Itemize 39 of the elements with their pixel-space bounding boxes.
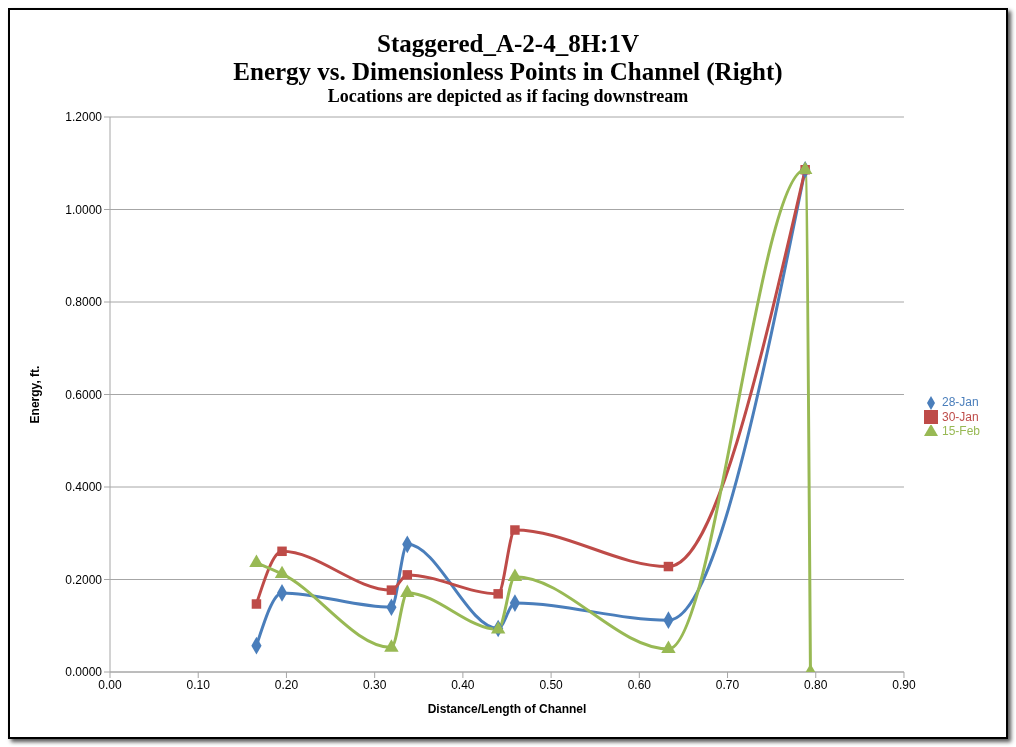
x-tick-label: 0.60 <box>627 677 652 692</box>
y-axis-title: Energy, ft. <box>28 365 43 424</box>
point <box>490 621 506 634</box>
point <box>493 589 503 599</box>
y-tick-label: 0.8000 <box>65 295 103 310</box>
x-tick-label: 0.70 <box>715 677 740 692</box>
y-tick-label: 0.0000 <box>65 665 103 680</box>
x-tick-label: 0.00 <box>98 677 122 692</box>
chart-title: Staggered_A-2-4_8H:1V <box>376 30 640 58</box>
point <box>661 640 676 654</box>
legend-label: 15-Feb <box>941 424 980 439</box>
point <box>510 525 520 535</box>
point <box>402 570 413 580</box>
point <box>400 584 415 598</box>
chart-subtitle: Energy vs. Dimensionless Points in Channel (Right) <box>232 58 784 86</box>
text: Locations are depicted as if facing downstream <box>326 86 690 107</box>
point <box>274 565 290 579</box>
point <box>249 554 264 568</box>
point <box>663 561 674 572</box>
point <box>386 585 397 595</box>
point <box>277 546 287 557</box>
point <box>507 568 523 581</box>
y-tick-label: 0.2000 <box>65 572 103 587</box>
x-tick-label: 0.90 <box>892 677 916 692</box>
y-tick-label: 0.4000 <box>65 480 103 495</box>
point <box>384 639 399 652</box>
x-tick-label: 0.20 <box>274 677 299 692</box>
x-tick-label: 0.80 <box>804 677 828 692</box>
x-tick-label: 0.40 <box>451 677 475 692</box>
y-tick-label: 1.0000 <box>65 202 103 217</box>
x-tick-label: 0.30 <box>362 677 387 692</box>
point <box>251 599 262 609</box>
legend-label: 30-Jan <box>941 409 979 424</box>
legend-label: 28-Jan <box>941 394 979 409</box>
y-tick-label: 0.6000 <box>65 387 103 402</box>
x-tick-label: 0.50 <box>539 677 564 692</box>
x-tick-label: 0.10 <box>186 677 211 692</box>
y-tick-label: 1.2000 <box>65 110 103 125</box>
x-axis-title: Distance/Length of Channel <box>427 702 587 716</box>
